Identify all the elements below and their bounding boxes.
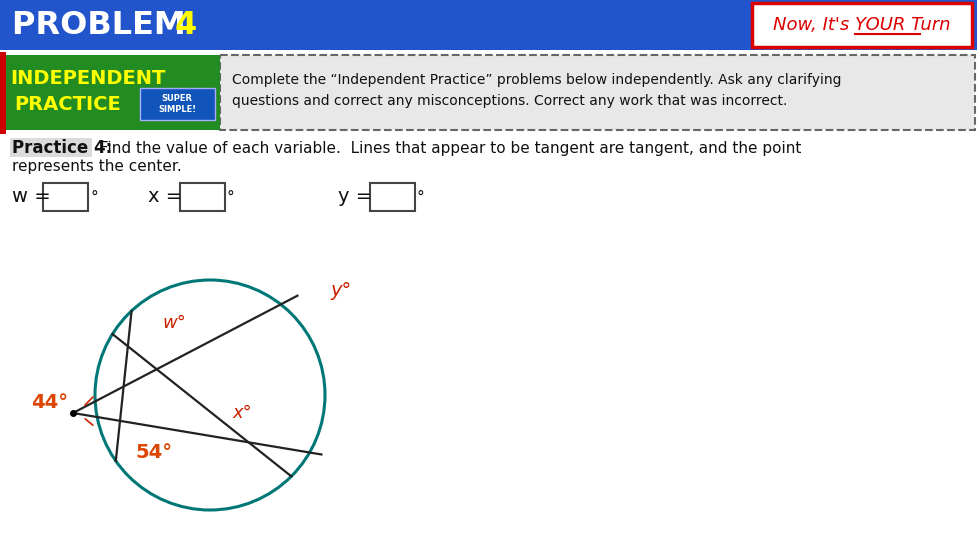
Bar xyxy=(0,0,977,50)
Bar xyxy=(180,183,225,211)
Text: questions and correct any misconceptions. Correct any work that was incorrect.: questions and correct any misconceptions… xyxy=(232,94,786,108)
Text: °: ° xyxy=(90,190,98,205)
Text: represents the center.: represents the center. xyxy=(12,160,182,174)
Text: °: ° xyxy=(416,190,424,205)
Text: INDEPENDENT: INDEPENDENT xyxy=(11,69,165,87)
Text: y =: y = xyxy=(338,188,372,206)
Text: 54°: 54° xyxy=(135,443,172,463)
Bar xyxy=(369,183,414,211)
Text: °: ° xyxy=(227,190,234,205)
Text: PRACTICE: PRACTICE xyxy=(15,96,121,114)
Text: x =: x = xyxy=(148,188,182,206)
Text: y°: y° xyxy=(329,280,351,300)
Text: w°: w° xyxy=(162,314,186,332)
Text: w =: w = xyxy=(12,188,51,206)
Text: 4: 4 xyxy=(175,9,197,41)
Bar xyxy=(10,138,92,157)
FancyBboxPatch shape xyxy=(751,3,971,47)
Bar xyxy=(140,88,215,120)
Text: Practice 4:: Practice 4: xyxy=(12,139,112,157)
Text: SUPER
SIMPLE!: SUPER SIMPLE! xyxy=(157,94,195,114)
Text: Find the value of each variable.  Lines that appear to be tangent are tangent, a: Find the value of each variable. Lines t… xyxy=(95,140,800,156)
Bar xyxy=(43,183,88,211)
Text: 44°: 44° xyxy=(31,393,68,412)
FancyBboxPatch shape xyxy=(220,55,974,130)
Text: Now, It's YOUR Turn: Now, It's YOUR Turn xyxy=(773,16,950,34)
Text: x°: x° xyxy=(232,404,251,422)
Bar xyxy=(0,55,220,130)
Text: PROBLEM: PROBLEM xyxy=(12,9,196,41)
Text: Complete the “Independent Practice” problems below independently. Ask any clarif: Complete the “Independent Practice” prob… xyxy=(232,73,840,87)
